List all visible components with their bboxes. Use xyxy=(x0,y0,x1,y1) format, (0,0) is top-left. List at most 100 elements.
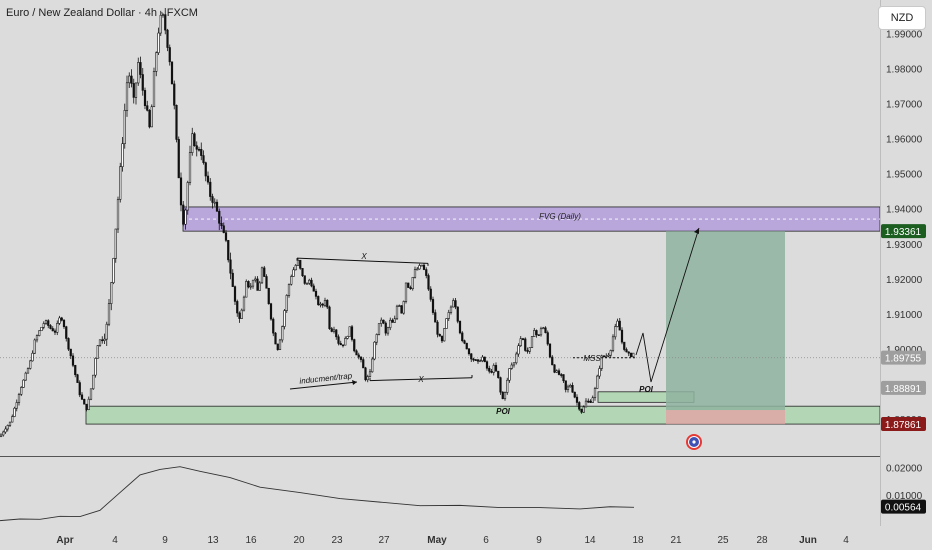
candle-body xyxy=(321,303,324,306)
price-tick-label: 1.97000 xyxy=(886,99,923,110)
candle-body xyxy=(164,14,167,31)
candle-body xyxy=(308,279,311,284)
candle-body xyxy=(4,428,7,433)
candle-body xyxy=(443,328,446,342)
candle-body xyxy=(0,434,3,438)
date-tick-label: 27 xyxy=(378,535,390,546)
candle-body xyxy=(260,267,264,284)
candle-body xyxy=(438,334,441,337)
candle-body xyxy=(623,341,626,350)
x-label-bottom: X xyxy=(417,375,424,384)
stop-price-badge xyxy=(881,417,926,432)
candle-body xyxy=(132,83,135,98)
candle-body xyxy=(582,406,585,413)
candle-body xyxy=(402,301,405,314)
date-tick-label: 23 xyxy=(331,535,343,546)
target-icon[interactable] xyxy=(686,434,702,450)
candle-body xyxy=(526,350,529,352)
candle-body xyxy=(62,319,66,328)
candle-body xyxy=(110,282,113,304)
candle-body xyxy=(519,338,522,347)
target-price-badge xyxy=(881,224,926,239)
candle-body xyxy=(483,356,486,362)
candle-body xyxy=(303,275,306,284)
candle-body xyxy=(56,323,59,333)
candle-body xyxy=(247,281,250,288)
candle-body xyxy=(544,327,547,333)
candle-body xyxy=(348,326,351,337)
candle-body xyxy=(139,62,142,75)
candle-body xyxy=(467,348,471,355)
candle-body xyxy=(609,350,612,356)
entry-price-badge xyxy=(881,380,926,395)
candle-body xyxy=(499,377,502,393)
candle-body xyxy=(101,339,104,342)
candle-body xyxy=(551,356,554,366)
candle-body xyxy=(119,166,122,200)
candle-body xyxy=(240,309,243,319)
candle-body xyxy=(283,310,286,327)
candle-body xyxy=(587,400,590,403)
date-tick-label: 9 xyxy=(536,535,542,546)
candle-body xyxy=(193,133,196,147)
candle-body xyxy=(326,299,329,308)
candle-body xyxy=(494,365,498,372)
candle-body xyxy=(566,386,570,390)
candle-body xyxy=(29,360,32,369)
candle-body xyxy=(458,321,462,334)
x-label-top: X xyxy=(360,252,367,261)
candle-body xyxy=(179,177,183,206)
date-tick-label: 21 xyxy=(670,535,682,546)
candle-body xyxy=(571,385,574,393)
candle-body xyxy=(546,332,549,345)
candle-body xyxy=(330,328,333,332)
candle-body xyxy=(159,14,162,34)
candle-body xyxy=(85,403,88,410)
candle-body xyxy=(584,400,588,408)
candle-body xyxy=(456,306,459,322)
candles-layer xyxy=(0,8,635,438)
price-tick-label: 1.90000 xyxy=(886,345,923,356)
candle-body xyxy=(278,339,282,351)
candle-body xyxy=(355,350,358,356)
current-price-badge-text: 1.89755 xyxy=(885,354,922,365)
candle-body xyxy=(137,62,140,84)
indicator-value-text: 0.00564 xyxy=(885,503,922,514)
candle-body xyxy=(128,75,131,84)
candle-body xyxy=(173,83,176,106)
candle-body xyxy=(384,322,387,334)
candle-body xyxy=(611,336,615,351)
candle-body xyxy=(227,240,230,261)
fvg-label: FVG (Daily) xyxy=(539,212,581,221)
candle-body xyxy=(391,319,394,323)
candle-body xyxy=(170,61,174,85)
candle-body xyxy=(44,320,48,324)
candle-body xyxy=(148,110,151,128)
candle-body xyxy=(143,90,147,106)
candle-body xyxy=(472,358,475,361)
candle-body xyxy=(42,323,45,328)
candle-body xyxy=(65,326,68,339)
candle-body xyxy=(130,75,133,84)
date-tick-label: 16 xyxy=(245,535,257,546)
candle-body xyxy=(420,264,423,267)
candle-body xyxy=(366,376,369,381)
price-tick-label: 1.95000 xyxy=(886,170,923,181)
zone-loss-4 xyxy=(666,410,785,425)
candle-body xyxy=(80,394,84,400)
candle-body xyxy=(13,407,16,417)
candle-body xyxy=(353,339,356,352)
currency-button[interactable]: NZD xyxy=(878,6,926,30)
candle-body xyxy=(150,106,153,128)
candle-body xyxy=(535,330,538,335)
candle-body xyxy=(49,325,52,329)
candle-body xyxy=(476,359,480,362)
candle-body xyxy=(436,321,439,335)
candle-body xyxy=(447,312,450,319)
candle-body xyxy=(60,317,63,321)
candle-body xyxy=(263,267,266,277)
candle-body xyxy=(479,360,482,363)
candle-body xyxy=(305,282,309,285)
